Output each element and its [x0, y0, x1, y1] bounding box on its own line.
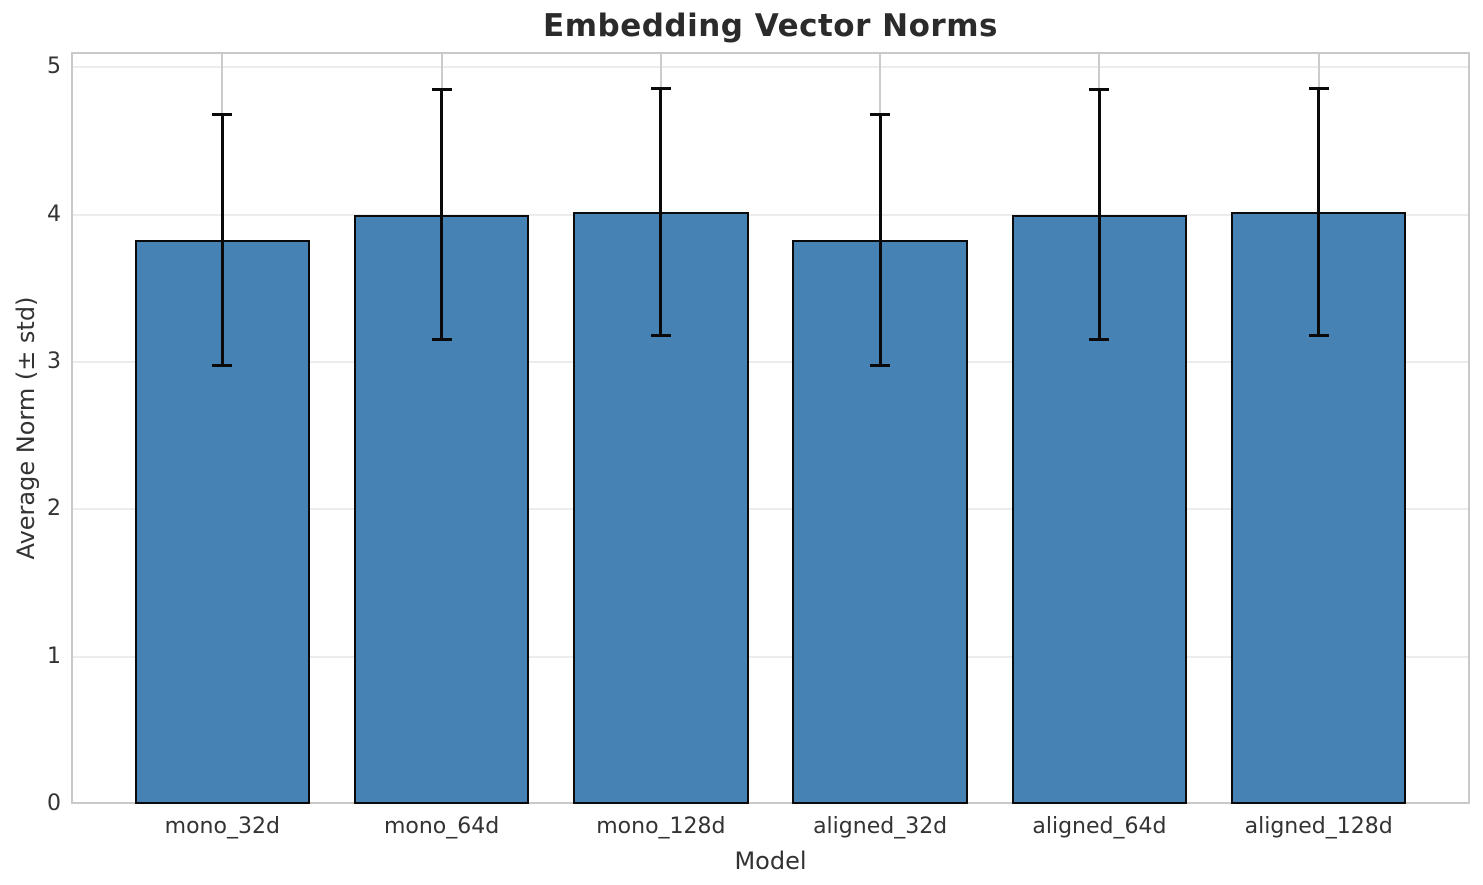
gridline-horizontal: [71, 361, 1470, 364]
error-bar-aligned_32d: [878, 114, 882, 365]
error-cap-bottom-mono_128d: [650, 334, 671, 338]
error-cap-top-aligned_32d: [870, 113, 891, 117]
y-tick-label: 1: [47, 643, 61, 669]
spine-top: [71, 52, 1470, 54]
y-tick-label: 5: [47, 54, 61, 80]
spine-right: [1468, 52, 1470, 804]
y-tick-label: 3: [47, 349, 61, 375]
spine-left: [71, 52, 73, 804]
plot-area: [71, 52, 1470, 804]
gridline-horizontal: [71, 66, 1470, 69]
error-bar-mono_32d: [220, 114, 224, 365]
chart-title: Embedding Vector Norms: [543, 8, 998, 44]
error-bar-aligned_128d: [1317, 88, 1321, 336]
error-cap-top-mono_64d: [431, 88, 452, 92]
gridline-horizontal: [71, 655, 1470, 658]
error-cap-bottom-mono_32d: [212, 363, 233, 367]
y-tick-label: 0: [47, 791, 61, 816]
gridline-horizontal: [71, 213, 1470, 216]
error-cap-top-mono_128d: [650, 86, 671, 90]
error-cap-bottom-mono_64d: [431, 338, 452, 342]
error-bar-aligned_64d: [1097, 89, 1101, 340]
x-tick-label-mono_32d: mono_32d: [164, 814, 280, 839]
x-tick-label-mono_64d: mono_64d: [383, 814, 500, 839]
error-cap-top-aligned_64d: [1089, 88, 1110, 92]
error-bar-mono_64d: [440, 89, 444, 340]
y-tick-label: 4: [47, 201, 61, 227]
error-cap-top-mono_32d: [212, 113, 233, 117]
error-bar-mono_128d: [659, 88, 663, 336]
error-cap-bottom-aligned_64d: [1089, 338, 1110, 342]
error-cap-bottom-aligned_128d: [1308, 334, 1329, 338]
x-tick-label-aligned_64d: aligned_64d: [1032, 814, 1167, 839]
x-tick-label-mono_128d: mono_128d: [596, 814, 726, 839]
y-tick-label: 2: [47, 496, 61, 522]
x-tick-label-aligned_32d: aligned_32d: [813, 814, 948, 839]
x-tick-label-aligned_128d: aligned_128d: [1244, 814, 1393, 839]
gridline-horizontal: [71, 508, 1470, 511]
error-cap-top-aligned_128d: [1308, 86, 1329, 90]
error-cap-bottom-aligned_32d: [870, 363, 891, 367]
x-axis-label: Model: [734, 847, 807, 875]
spine-bottom: [71, 802, 1470, 804]
